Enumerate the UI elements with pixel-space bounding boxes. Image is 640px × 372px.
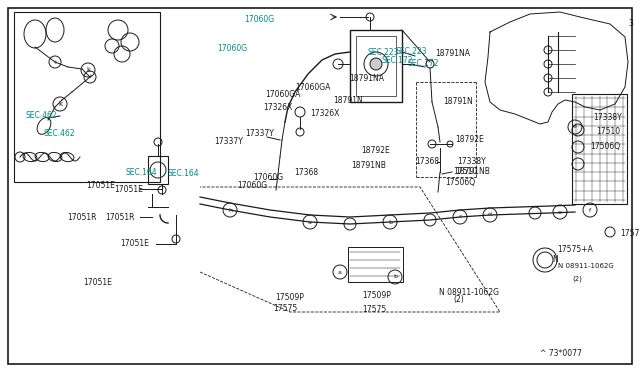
Text: N 08911-1062G: N 08911-1062G [558,263,614,269]
Text: 17337Y: 17337Y [245,129,274,138]
Text: 18792E: 18792E [362,146,390,155]
Text: 17051R: 17051R [67,213,97,222]
Text: i: i [89,74,91,80]
Text: 3: 3 [628,19,633,29]
Text: 17337Y: 17337Y [214,137,243,146]
Text: 18792E: 18792E [455,135,484,144]
Text: d: d [488,212,492,218]
Text: N 08911-1062G: N 08911-1062G [439,288,499,296]
Bar [14,12,160,182]
Text: 18791NA: 18791NA [435,49,470,58]
Text: b: b [393,275,397,279]
Text: k: k [58,101,62,107]
Text: 17575: 17575 [362,305,387,314]
Text: a: a [308,219,312,224]
Text: 17368: 17368 [415,157,439,167]
Text: 17051E: 17051E [83,278,112,287]
Text: SEC.223: SEC.223 [396,48,428,57]
Text: 17051E: 17051E [114,185,143,193]
Text: 17326X: 17326X [264,103,293,112]
Text: 17506Q: 17506Q [590,142,620,151]
Bar [572,94,627,204]
Bar [356,36,396,96]
Text: 17326X: 17326X [310,109,339,119]
Text: 17060GA: 17060GA [295,83,330,92]
Text: 18791NB: 18791NB [455,167,490,176]
Text: 18791NA: 18791NA [349,74,384,83]
Text: SEC.164: SEC.164 [168,170,200,179]
Bar [350,30,402,102]
Text: 17575+A: 17575+A [557,245,593,254]
Text: (2): (2) [453,295,464,304]
Text: 17509P: 17509P [275,293,304,302]
Text: SEC.462: SEC.462 [25,110,56,119]
Text: 17060G: 17060G [253,173,283,182]
Text: e: e [558,209,562,215]
Bar [348,247,403,282]
Text: 17510: 17510 [453,167,477,176]
Text: 17060G: 17060G [218,44,248,53]
Text: 17060GA: 17060GA [266,90,301,99]
Text: N: N [552,256,558,264]
Text: (2): (2) [572,276,582,282]
Text: 17506Q: 17506Q [445,178,475,187]
Text: SEC.172: SEC.172 [408,60,440,68]
Text: 17509P: 17509P [362,292,391,301]
Text: SEC.462: SEC.462 [44,129,75,138]
Text: 18791NB: 18791NB [351,161,385,170]
Text: 18791N: 18791N [443,97,473,106]
Text: 18791N: 18791N [333,96,362,105]
Text: 17575+A: 17575+A [620,230,640,238]
Text: 17338Y: 17338Y [593,112,621,122]
Bar [148,156,168,184]
Text: 17510: 17510 [596,128,620,137]
Text: SEC.223: SEC.223 [367,48,399,57]
Text: SEC.164: SEC.164 [125,169,157,177]
Text: ^ 73*0077: ^ 73*0077 [540,350,582,359]
Text: c: c [458,215,461,219]
Text: b: b [388,219,392,224]
Text: i: i [54,60,56,64]
Text: f: f [589,208,591,212]
Text: 17338Y: 17338Y [458,157,486,166]
Text: k: k [86,67,90,73]
Text: SEC.172: SEC.172 [381,56,413,65]
Text: 17051E: 17051E [86,182,115,190]
Text: e: e [573,125,577,129]
Text: 17575: 17575 [273,304,298,313]
Text: a: a [338,269,342,275]
Text: 17051E: 17051E [120,240,149,248]
Text: 17368: 17368 [294,169,319,177]
Text: 17051R: 17051R [105,212,134,221]
Text: 17060G: 17060G [237,182,267,190]
Circle shape [370,58,382,70]
Text: 17060G: 17060G [244,16,274,25]
Text: h: h [228,208,232,212]
